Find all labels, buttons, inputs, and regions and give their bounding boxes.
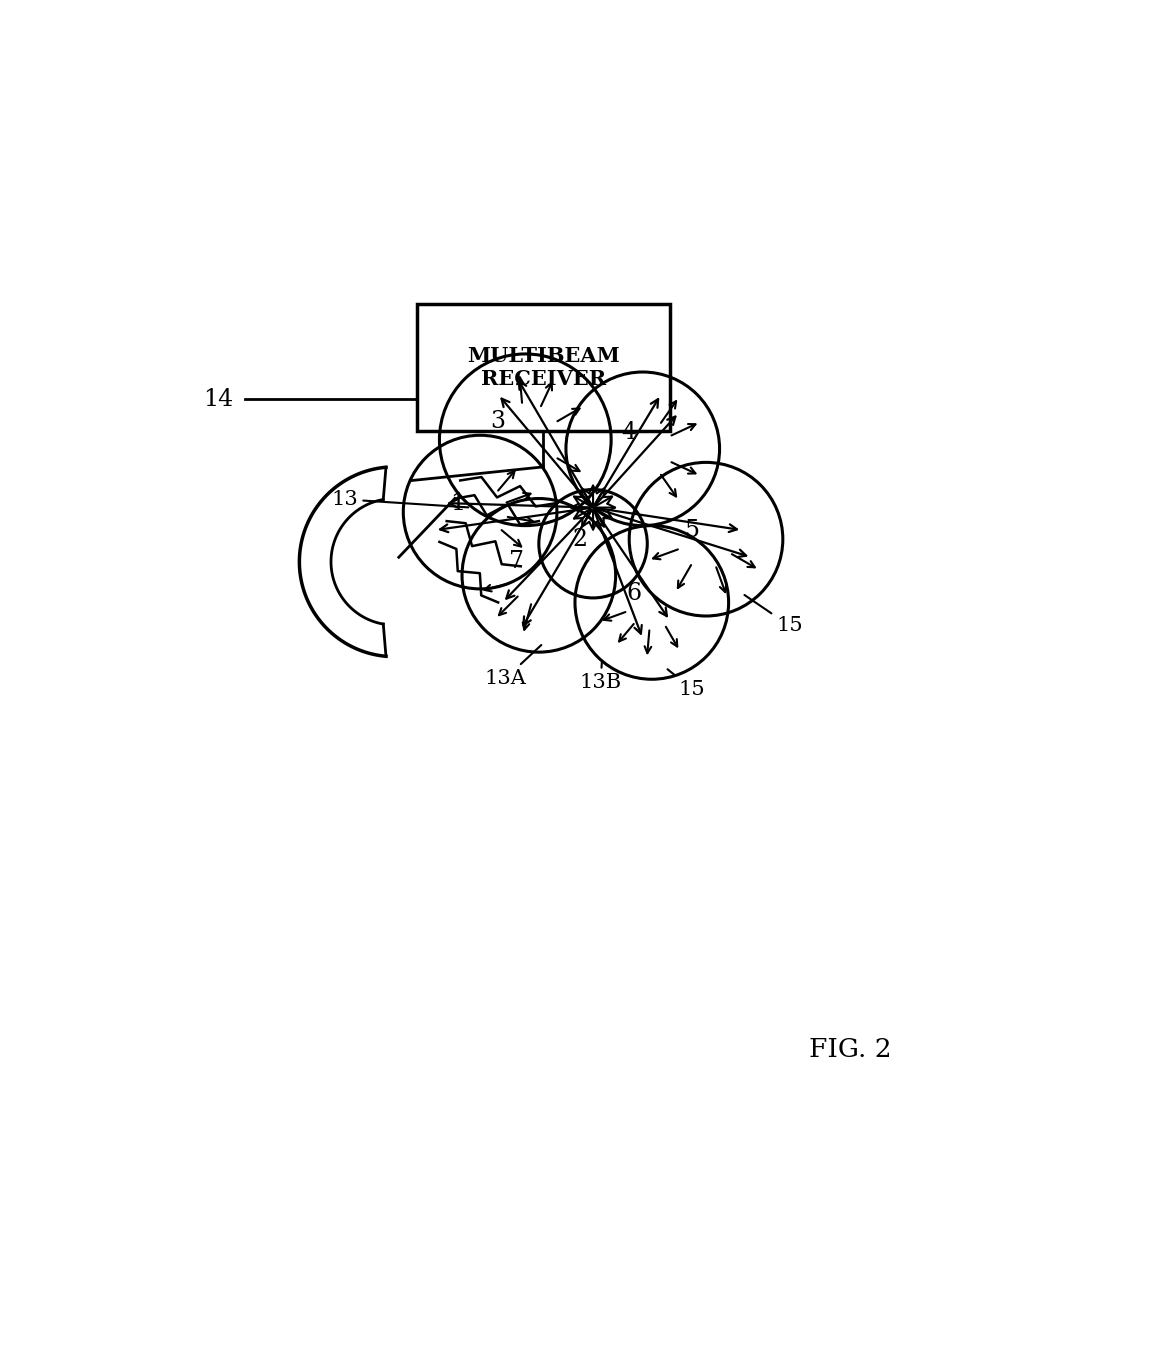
Text: 5: 5 [684, 519, 700, 542]
Bar [417, 305, 670, 431]
Text: 2: 2 [573, 528, 586, 551]
Text: 14: 14 [203, 387, 233, 410]
Text: 15: 15 [744, 594, 803, 635]
Text: 1: 1 [450, 492, 465, 515]
Text: 6: 6 [626, 582, 641, 605]
Text: 7: 7 [508, 550, 524, 573]
Text: 4: 4 [621, 421, 637, 444]
Text: 3: 3 [491, 410, 506, 433]
Text: 13A: 13A [485, 645, 541, 688]
Text: 13B: 13B [580, 661, 621, 692]
Text: 15: 15 [667, 669, 705, 699]
Text: MULTIBEAM
RECEIVER: MULTIBEAM RECEIVER [466, 345, 620, 389]
Text: FIG. 2: FIG. 2 [809, 1037, 892, 1063]
Text: 13: 13 [331, 490, 469, 509]
